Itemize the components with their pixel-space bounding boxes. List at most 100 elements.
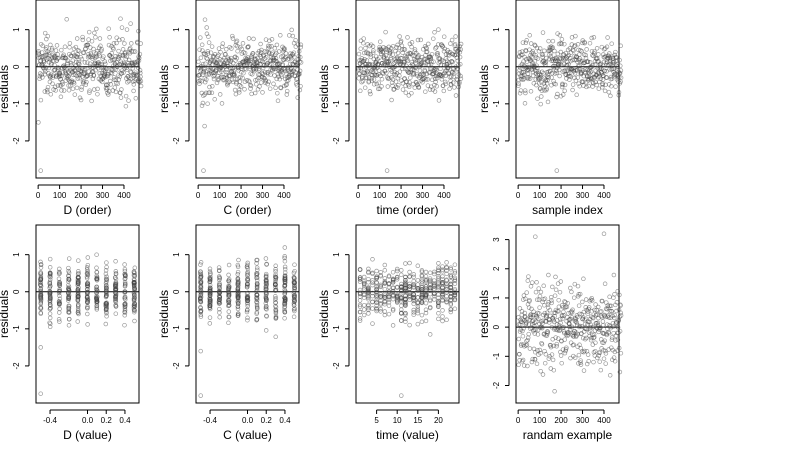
data-point — [38, 296, 44, 301]
data-point — [198, 287, 203, 293]
data-point — [229, 77, 235, 83]
data-point — [131, 282, 137, 288]
data-point — [81, 50, 87, 56]
data-point — [407, 281, 412, 287]
data-point — [559, 62, 564, 68]
data-point — [52, 62, 57, 68]
data-point — [605, 35, 610, 40]
data-point — [423, 288, 429, 294]
data-point — [439, 77, 445, 82]
data-point — [126, 49, 131, 55]
data-point — [552, 293, 558, 298]
data-point — [110, 68, 115, 73]
data-point — [603, 361, 608, 366]
data-point — [356, 51, 362, 57]
data-point — [440, 314, 445, 319]
data-point — [595, 322, 601, 328]
data-point — [382, 309, 388, 314]
data-point — [415, 263, 421, 269]
data-point — [84, 265, 90, 270]
data-point — [613, 84, 618, 89]
data-point — [73, 44, 79, 50]
data-point — [47, 281, 52, 286]
data-point — [371, 77, 377, 82]
data-point — [550, 357, 556, 363]
data-point — [198, 271, 204, 277]
data-point — [403, 261, 408, 266]
data-point — [84, 294, 90, 299]
data-point — [567, 321, 572, 327]
data-point — [238, 84, 244, 89]
data-point — [423, 89, 428, 94]
data-point — [378, 309, 383, 314]
data-point — [104, 274, 109, 279]
data-point — [527, 76, 533, 81]
data-point — [368, 54, 374, 60]
data-point — [595, 320, 601, 326]
data-point — [84, 300, 90, 305]
data-point — [521, 70, 526, 75]
data-point — [602, 281, 608, 287]
data-point — [557, 327, 563, 333]
data-point — [245, 317, 250, 323]
data-point — [291, 50, 297, 55]
data-point — [587, 319, 592, 325]
data-point — [278, 85, 283, 90]
data-point — [258, 80, 264, 85]
data-point — [436, 316, 441, 322]
data-point — [425, 77, 430, 82]
data-point — [458, 76, 464, 81]
data-point — [605, 303, 611, 308]
data-point — [356, 65, 361, 71]
data-point — [456, 47, 462, 52]
data-point — [257, 68, 262, 73]
data-point — [382, 279, 388, 284]
data-point — [273, 309, 279, 315]
data-point — [590, 315, 595, 320]
data-point — [44, 87, 50, 93]
data-point — [132, 290, 137, 295]
data-point — [427, 332, 433, 337]
data-point — [244, 309, 250, 315]
data-point — [128, 69, 133, 74]
data-point — [557, 32, 563, 38]
data-point — [357, 298, 363, 303]
data-point — [587, 60, 593, 65]
data-point — [56, 269, 62, 275]
data-point — [579, 49, 584, 54]
data-point — [554, 94, 559, 100]
data-point — [559, 313, 565, 318]
data-point — [562, 337, 567, 342]
data-point — [441, 34, 447, 39]
y-tick-label: -2 — [332, 137, 341, 145]
x-tick-label: 0 — [36, 191, 41, 200]
data-point — [123, 297, 128, 302]
data-point — [534, 63, 540, 68]
data-point — [452, 275, 458, 281]
data-point — [581, 368, 587, 373]
data-point — [273, 300, 278, 305]
data-point — [598, 76, 604, 81]
data-point — [417, 68, 423, 73]
data-point — [233, 91, 239, 97]
data-point — [586, 358, 591, 364]
data-point — [85, 311, 90, 317]
data-point — [111, 46, 116, 52]
data-point — [544, 86, 549, 91]
data-point — [293, 38, 298, 43]
data-point — [85, 322, 90, 327]
data-point — [588, 325, 593, 330]
data-point — [443, 81, 448, 87]
data-point — [61, 88, 67, 93]
data-point — [278, 85, 284, 91]
data-point — [57, 310, 62, 315]
data-point — [207, 315, 213, 320]
data-point — [295, 42, 301, 47]
data-point — [100, 65, 106, 70]
data-point — [575, 314, 580, 320]
data-point — [399, 290, 404, 296]
data-point — [432, 269, 437, 275]
data-point — [444, 294, 449, 299]
data-point — [282, 304, 288, 309]
